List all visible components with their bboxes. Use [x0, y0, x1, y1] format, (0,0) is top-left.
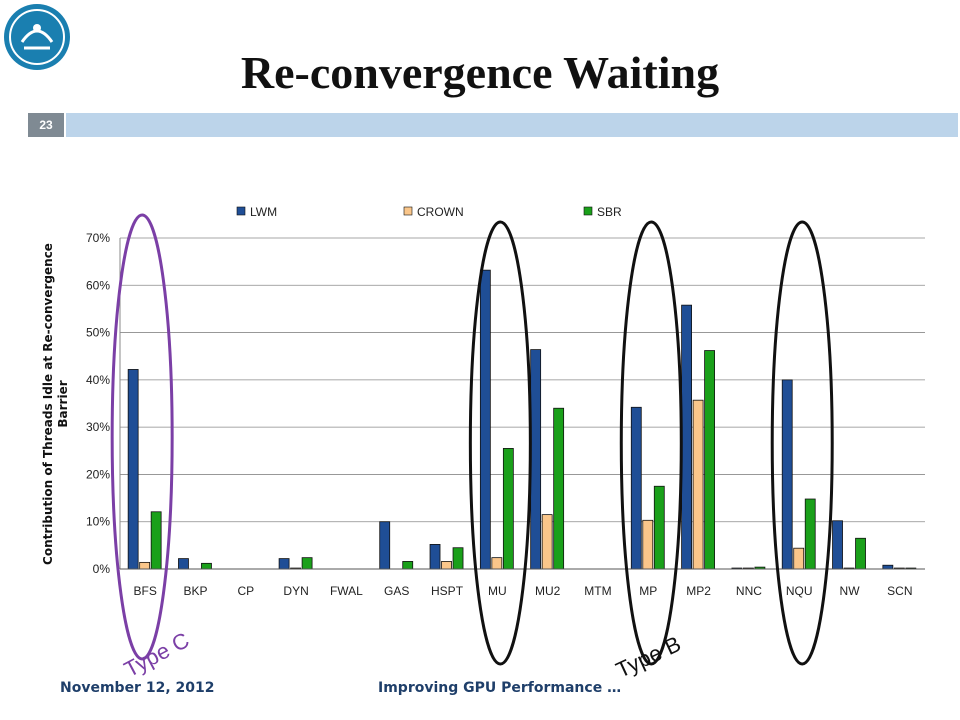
bar-sbr-mu2	[553, 407, 565, 570]
bar-lwm-bkp	[178, 558, 189, 570]
x-tick-label: BKP	[183, 584, 207, 598]
type-b-ellipse-mu	[468, 220, 532, 666]
legend-swatch-lwm	[236, 206, 246, 216]
bar-crown-mp2	[692, 399, 704, 570]
footer-title: Improving GPU Performance …	[378, 680, 622, 696]
bar-sbr-nqu	[804, 498, 816, 570]
bar-sbr-mp2	[704, 350, 715, 570]
bar-lwm-nw	[832, 520, 843, 570]
x-tick-label: NNC	[736, 584, 762, 598]
title-accent-bar	[66, 113, 958, 137]
x-tick-label: MP	[639, 584, 657, 598]
footer-date: November 12, 2012	[60, 680, 215, 696]
bar-crown-mu2	[541, 514, 553, 570]
university-logo	[4, 4, 70, 70]
bar-lwm-dyn	[278, 558, 290, 570]
x-tick-label: MU	[488, 584, 507, 598]
legend-label-sbr: SBR	[597, 205, 622, 219]
slide-number: 23	[28, 113, 64, 137]
bar-crown-mp	[642, 519, 654, 570]
x-tick-label: DYN	[283, 584, 308, 598]
bar-crown-nqu	[793, 547, 805, 570]
bar-crown-mu	[491, 557, 503, 570]
bar-lwm-scn	[882, 564, 894, 570]
bar-sbr-gas	[402, 561, 414, 570]
type-c-ellipse	[110, 213, 174, 661]
type-b-ellipse-nqu	[770, 220, 834, 666]
bar-crown-bfs	[139, 561, 151, 570]
type-b-ellipse-mp	[619, 220, 683, 666]
y-axis-label: Contribution of Threads Idle at Re-conve…	[41, 243, 70, 565]
bar-sbr-hspt	[452, 547, 464, 570]
x-tick-label: CP	[237, 584, 254, 598]
bar-lwm-bfs	[127, 369, 139, 570]
y-tick-label: 50%	[86, 326, 110, 340]
x-tick-label: SCN	[887, 584, 912, 598]
bar-sbr-bfs	[150, 511, 162, 570]
slide-title: Re-convergence Waiting	[240, 47, 720, 98]
bar-lwm-mu	[479, 269, 491, 570]
x-tick-label: GAS	[384, 584, 409, 598]
legend-swatch-sbr	[583, 206, 593, 216]
bar-lwm-gas	[379, 521, 391, 570]
legend-label-lwm: LWM	[250, 205, 277, 219]
bar-lwm-nqu	[781, 379, 793, 570]
bar-sbr-mp	[653, 485, 665, 570]
y-tick-label: 70%	[86, 231, 110, 245]
x-tick-label: BFS	[133, 584, 156, 598]
x-tick-label: NQU	[786, 584, 813, 598]
y-tick-label: 30%	[86, 420, 110, 434]
x-tick-label: NW	[840, 584, 861, 598]
y-tick-label: 10%	[86, 515, 110, 529]
bar-sbr-bkp	[201, 562, 212, 570]
bar-sbr-nw	[855, 537, 866, 570]
bar-lwm-mp2	[681, 304, 692, 570]
y-tick-label: 20%	[86, 467, 110, 481]
y-tick-label: 60%	[86, 278, 110, 292]
x-tick-label: HSPT	[431, 584, 464, 598]
bar-sbr-dyn	[301, 557, 313, 570]
bar-sbr-mu	[502, 448, 514, 570]
x-tick-label: MTM	[584, 584, 611, 598]
x-tick-label: MU2	[535, 584, 561, 598]
legend-swatch-crown	[403, 206, 413, 216]
bar-crown-hspt	[441, 561, 452, 570]
y-tick-label: 40%	[86, 373, 110, 387]
legend-label-crown: CROWN	[417, 205, 464, 219]
x-tick-label: FWAL	[330, 584, 363, 598]
bar-lwm-mp	[630, 406, 642, 570]
y-tick-label: 0%	[93, 562, 111, 576]
bar-lwm-mu2	[530, 349, 542, 570]
x-tick-label: MP2	[686, 584, 711, 598]
bar-lwm-hspt	[429, 544, 441, 570]
